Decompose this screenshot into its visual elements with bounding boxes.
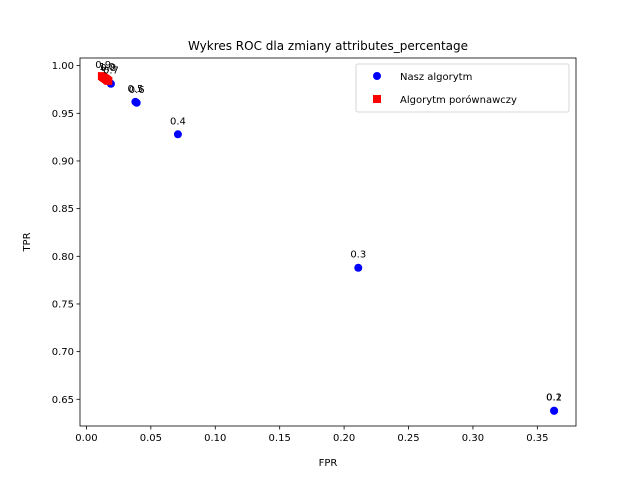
point-annotation: 0.8 <box>100 63 116 74</box>
data-points <box>97 72 559 415</box>
x-tick-label: 0.25 <box>397 433 419 444</box>
point-annotation: 0.6 <box>129 85 145 96</box>
point-annotation: 0.3 <box>350 250 366 261</box>
y-tick-label: 0.70 <box>52 347 74 358</box>
x-tick-label: 0.35 <box>526 433 548 444</box>
point-annotation: 0.1 <box>546 393 562 404</box>
y-tick-label: 0.80 <box>52 252 74 263</box>
algorytm-porownawczy-point <box>104 76 113 85</box>
nasz-algorytm-point <box>354 263 363 272</box>
x-tick-label: 0.15 <box>269 433 291 444</box>
x-tick-label: 0.30 <box>462 433 484 444</box>
point-annotation: 0.9 <box>95 60 111 71</box>
y-tick-label: 1.00 <box>52 61 74 72</box>
chart-title: Wykres ROC dla zmiany attributes_percent… <box>188 39 468 53</box>
y-axis-ticks: 0.65 0.70 0.75 0.80 0.85 0.90 0.95 1.00 <box>52 61 80 406</box>
point-annotations: 0.10.2 0.3 0.4 0.50.6 0.70.80.91.0 <box>95 60 562 404</box>
x-tick-label: 0.10 <box>204 433 226 444</box>
y-tick-label: 0.95 <box>52 109 74 120</box>
point-annotation: 0.2 <box>546 393 562 404</box>
y-tick-label: 0.75 <box>52 299 74 310</box>
y-tick-label: 0.65 <box>52 395 74 406</box>
nasz-algorytm-point <box>173 130 182 139</box>
legend-label-algorytm-porownawczy: Algorytm porównawczy <box>400 94 517 106</box>
x-axis-ticks: 0.00 0.05 0.10 0.15 0.20 0.25 0.30 0.35 <box>75 426 548 444</box>
nasz-algorytm-point <box>550 406 559 415</box>
y-tick-label: 0.90 <box>52 156 74 167</box>
nasz-algorytm-point <box>132 98 141 107</box>
x-tick-label: 0.05 <box>140 433 162 444</box>
legend-label-nasz-algorytm: Nasz algorytm <box>400 72 472 83</box>
x-axis-label: FPR <box>319 458 338 469</box>
x-tick-label: 0.00 <box>75 433 97 444</box>
x-tick-label: 0.20 <box>333 433 355 444</box>
legend: Nasz algorytm Algorytm porównawczy <box>355 63 570 113</box>
legend-marker-nasz-algorytm <box>373 72 381 80</box>
point-annotation: 1.0 <box>99 62 115 73</box>
point-annotation: 0.7 <box>103 66 119 77</box>
legend-marker-algorytm-porownawczy <box>373 95 381 103</box>
point-annotation: 0.4 <box>170 116 186 127</box>
point-annotation: 0.5 <box>127 84 143 95</box>
legend-box <box>355 63 570 113</box>
y-axis-label: TPR <box>22 232 33 252</box>
plot-frame <box>79 57 577 427</box>
y-tick-label: 0.85 <box>52 204 74 215</box>
